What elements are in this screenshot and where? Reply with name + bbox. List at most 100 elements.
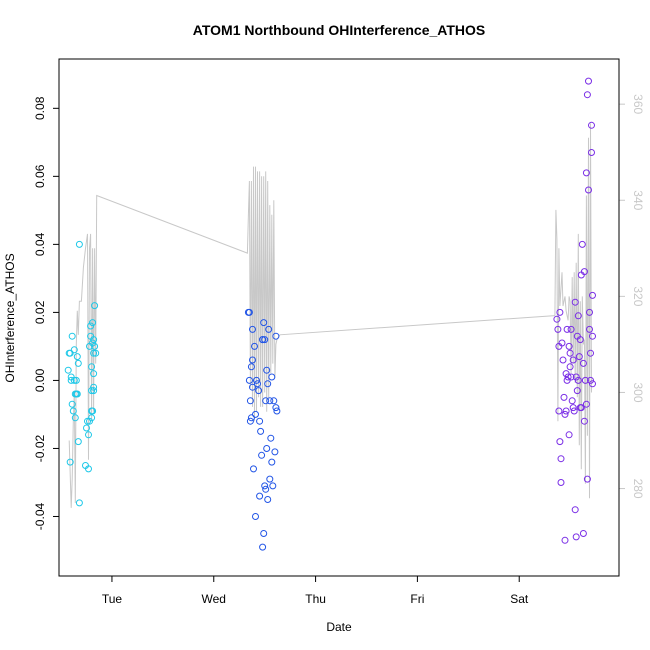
data-point-group3-25 bbox=[569, 404, 577, 412]
data-point-group2-4 bbox=[246, 417, 254, 425]
data-point-group1-8 bbox=[69, 407, 77, 415]
data-point-group2-40 bbox=[270, 397, 278, 405]
y2-tick-label: 340 bbox=[631, 190, 645, 210]
data-point-group1-32 bbox=[88, 414, 96, 422]
data-point-group3-45 bbox=[580, 417, 588, 425]
data-point-group3-10 bbox=[560, 393, 568, 401]
data-point-group3-50 bbox=[583, 475, 591, 483]
data-point-group1-37 bbox=[90, 370, 98, 378]
data-point-group3-12 bbox=[561, 536, 569, 544]
data-point-group1-36 bbox=[90, 349, 98, 357]
x-tick-label: Sat bbox=[510, 592, 529, 606]
data-point-group2-34 bbox=[266, 475, 274, 483]
data-point-group3-43 bbox=[579, 530, 587, 537]
data-point-group1-17 bbox=[74, 359, 82, 367]
y2-tick-label: 280 bbox=[631, 479, 645, 499]
data-point-group1-7 bbox=[68, 400, 76, 408]
data-point-group1-25 bbox=[85, 465, 92, 473]
data-point-group1-30 bbox=[88, 363, 96, 371]
data-point-group3-29 bbox=[571, 298, 579, 306]
data-point-group2-41 bbox=[271, 448, 279, 456]
data-point-group2-26 bbox=[261, 336, 269, 344]
data-point-group3-26 bbox=[569, 356, 577, 364]
data-point-group3-7 bbox=[557, 479, 565, 486]
data-point-group3-23 bbox=[567, 325, 575, 333]
data-point-group2-7 bbox=[249, 356, 256, 364]
data-point-group2-31 bbox=[264, 380, 272, 388]
data-point-group1-0 bbox=[64, 366, 72, 374]
x-axis-label: Date bbox=[326, 620, 352, 634]
data-point-group3-27 bbox=[570, 407, 578, 415]
data-point-group1-43 bbox=[89, 407, 97, 415]
data-point-group1-11 bbox=[71, 414, 79, 422]
data-point-group1-5 bbox=[67, 376, 75, 384]
y-axis-label: OHInterference_ATHOS bbox=[3, 253, 17, 382]
y-tick-label: 0.04 bbox=[33, 232, 47, 256]
data-point-group2-16 bbox=[255, 387, 263, 395]
data-point-group3-31 bbox=[572, 373, 580, 381]
data-point-group2-2 bbox=[245, 376, 253, 384]
data-point-group1-23 bbox=[84, 417, 91, 425]
data-point-group3-24 bbox=[568, 397, 576, 405]
data-point-group3-30 bbox=[572, 533, 580, 541]
x-tick-label: Wed bbox=[202, 592, 226, 606]
data-point-group2-8 bbox=[249, 325, 256, 333]
data-point-group2-23 bbox=[260, 530, 268, 537]
data-point-group3-8 bbox=[558, 339, 566, 347]
data-point-group1-19 bbox=[75, 240, 83, 248]
data-point-group1-15 bbox=[73, 353, 81, 361]
data-point-group3-53 bbox=[586, 308, 593, 316]
data-point-group3-1 bbox=[554, 325, 562, 333]
x-tick-label: Tue bbox=[102, 592, 123, 606]
data-point-group3-16 bbox=[563, 325, 571, 333]
data-point-group1-33 bbox=[89, 319, 97, 327]
data-point-group2-28 bbox=[262, 485, 270, 493]
data-point-group3-36 bbox=[575, 353, 583, 361]
data-point-group2-19 bbox=[257, 427, 265, 435]
data-point-group1-34 bbox=[89, 339, 97, 347]
data-point-group1-39 bbox=[91, 342, 99, 350]
data-point-group2-38 bbox=[268, 458, 276, 466]
data-point-group2-1 bbox=[245, 308, 253, 316]
y-tick-label: 0.02 bbox=[33, 300, 47, 324]
data-point-group1-42 bbox=[90, 383, 98, 391]
data-point-group1-13 bbox=[72, 376, 80, 384]
data-point-group1-2 bbox=[66, 349, 74, 357]
data-point-group3-15 bbox=[563, 376, 571, 384]
data-point-group2-21 bbox=[259, 543, 267, 551]
y-tick-label: -0.04 bbox=[33, 503, 47, 531]
data-point-group3-58 bbox=[588, 149, 595, 156]
data-point-group3-0 bbox=[553, 315, 561, 323]
data-point-group3-17 bbox=[564, 373, 572, 381]
x-tick-label: Fri bbox=[410, 592, 424, 606]
secondary-line-segment-0 bbox=[68, 166, 555, 508]
data-point-group3-49 bbox=[583, 91, 591, 99]
y-tick-label: 0.06 bbox=[33, 164, 47, 188]
data-point-group2-30 bbox=[263, 366, 271, 374]
data-point-group3-42 bbox=[579, 359, 587, 367]
data-point-group3-38 bbox=[576, 336, 584, 344]
data-point-group3-54 bbox=[586, 325, 593, 333]
data-point-group1-10 bbox=[70, 376, 78, 384]
plot-area: -0.04 -0.02 0.00 0.02 0.04 0.06 0.08 280 300 320 3… bbox=[33, 77, 645, 606]
data-point-group2-25 bbox=[261, 482, 269, 490]
data-point-group3-35 bbox=[574, 376, 582, 384]
data-point-group1-26 bbox=[86, 417, 93, 425]
data-point-group2-45 bbox=[259, 336, 267, 344]
data-point-group3-52 bbox=[585, 186, 592, 194]
data-point-group3-6 bbox=[557, 455, 565, 463]
data-point-group3-18 bbox=[565, 342, 573, 350]
data-point-group3-55 bbox=[587, 349, 594, 357]
data-point-group3-57 bbox=[588, 121, 595, 129]
data-point-group3-28 bbox=[571, 506, 579, 514]
data-point-group3-19 bbox=[565, 431, 573, 439]
data-point-group2-15 bbox=[254, 380, 261, 388]
y2-tick-label: 300 bbox=[631, 382, 645, 402]
data-point-group3-21 bbox=[566, 363, 574, 371]
data-point-group2-24 bbox=[260, 319, 268, 327]
data-point-group3-51 bbox=[585, 77, 592, 85]
data-point-group2-13 bbox=[252, 513, 259, 520]
data-point-group2-3 bbox=[246, 397, 254, 405]
data-point-group3-47 bbox=[582, 169, 590, 177]
data-point-group2-11 bbox=[251, 342, 258, 350]
